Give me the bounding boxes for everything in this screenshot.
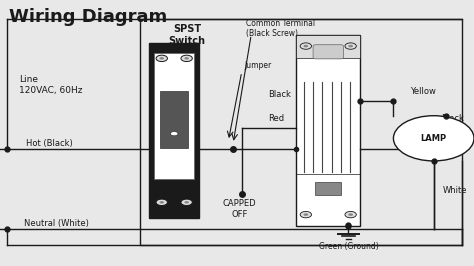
Circle shape (156, 55, 167, 61)
Circle shape (300, 211, 311, 218)
Text: Black: Black (441, 114, 464, 123)
Bar (140, 19, 462, 245)
Text: Line
120VAC, 60Hz: Line 120VAC, 60Hz (19, 76, 82, 95)
Text: Common Terminal
(Black Screw): Common Terminal (Black Screw) (246, 19, 316, 38)
Circle shape (303, 45, 308, 47)
Text: Red: Red (268, 114, 284, 123)
FancyBboxPatch shape (313, 45, 343, 59)
Circle shape (345, 43, 356, 49)
Text: SPST
Switch: SPST Switch (169, 24, 206, 45)
Bar (296, 35, 360, 226)
Circle shape (303, 213, 308, 216)
Bar (296, 35, 360, 57)
Circle shape (181, 199, 192, 206)
Text: Neutral (White): Neutral (White) (24, 219, 89, 228)
Text: LAMP: LAMP (420, 134, 447, 143)
Circle shape (159, 201, 164, 203)
Circle shape (184, 201, 189, 203)
Text: White: White (443, 186, 468, 195)
Circle shape (181, 55, 192, 61)
Circle shape (156, 199, 167, 206)
Circle shape (348, 213, 353, 216)
Text: Jumper: Jumper (244, 61, 271, 70)
Bar (160, 91, 188, 148)
Bar (316, 182, 341, 196)
Circle shape (393, 116, 474, 161)
Circle shape (300, 43, 311, 49)
Text: Black: Black (268, 90, 291, 99)
Text: Yellow: Yellow (410, 87, 436, 96)
Text: Wiring Diagram: Wiring Diagram (9, 8, 168, 26)
Circle shape (184, 57, 189, 60)
Text: Hot (Black): Hot (Black) (26, 139, 73, 148)
Bar (155, 53, 194, 180)
Text: Green (Ground): Green (Ground) (319, 242, 378, 251)
Circle shape (170, 132, 178, 136)
Circle shape (348, 45, 353, 47)
Circle shape (159, 57, 164, 60)
Circle shape (345, 211, 356, 218)
Text: CAPPED
OFF: CAPPED OFF (223, 200, 256, 219)
Bar (149, 43, 199, 218)
